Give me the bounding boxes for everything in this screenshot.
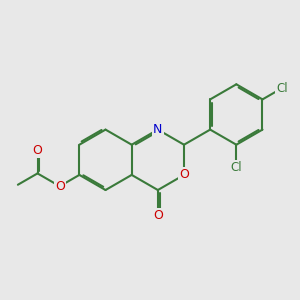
Text: N: N [153,123,163,136]
Text: Cl: Cl [230,161,242,174]
Text: O: O [153,209,163,222]
Text: Cl: Cl [276,82,288,94]
Text: O: O [33,144,42,157]
Text: O: O [179,168,189,182]
Text: O: O [55,180,65,193]
